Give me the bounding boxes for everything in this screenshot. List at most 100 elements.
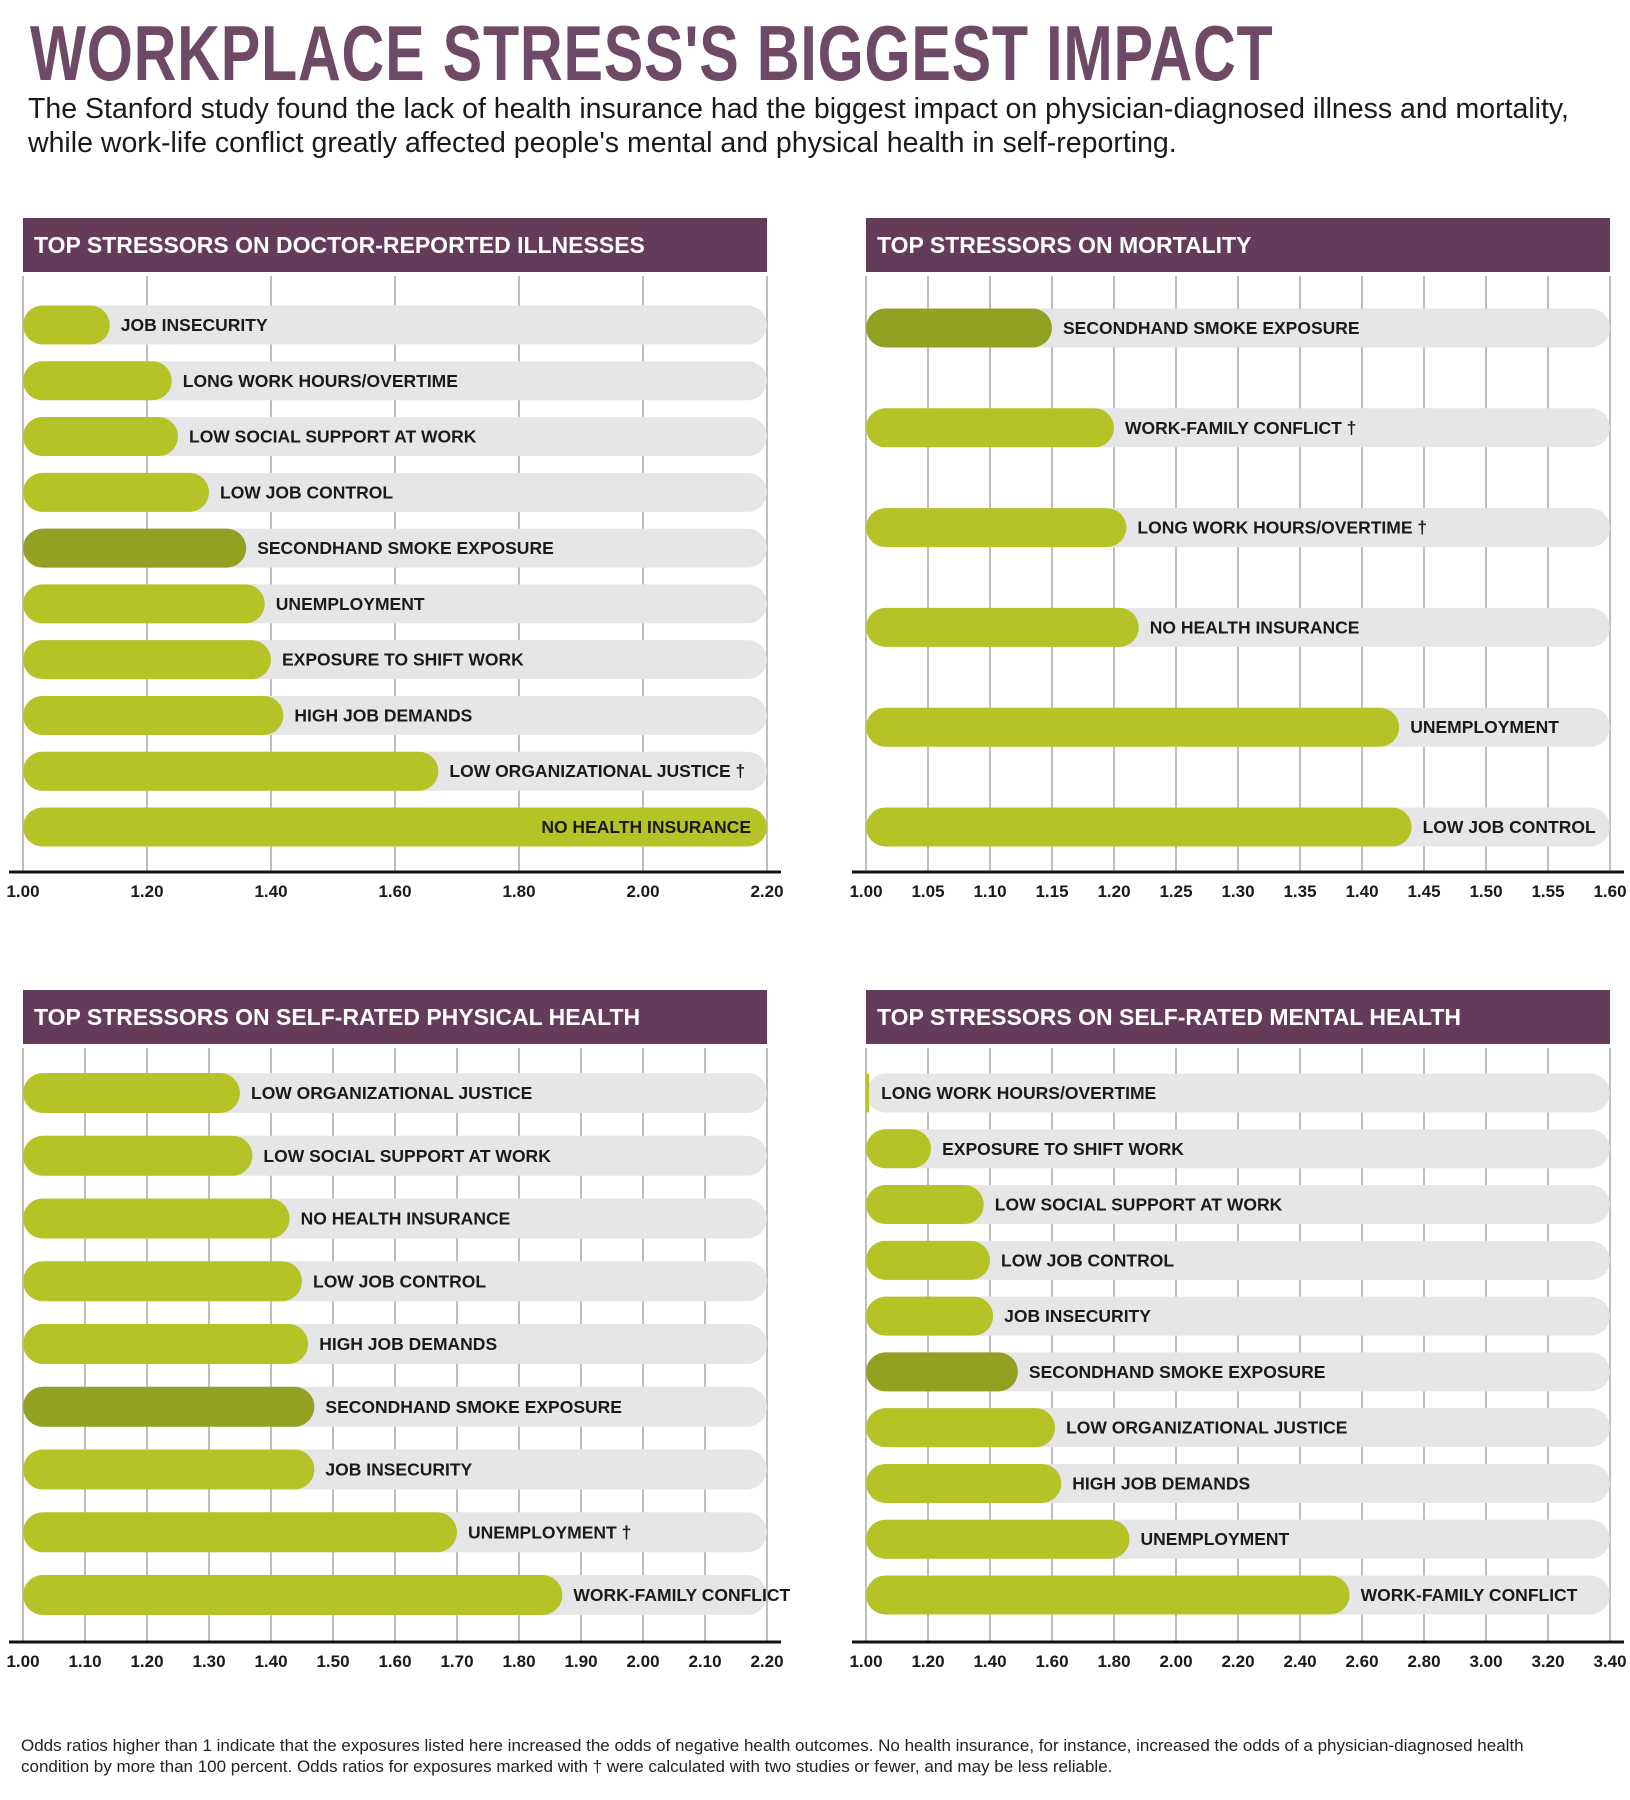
bar-label: LONG WORK HOURS/OVERTIME [183, 371, 458, 391]
bar-label: SECONDHAND SMOKE EXPOSURE [257, 538, 554, 558]
x-tick-label: 3.00 [1469, 1652, 1502, 1671]
x-tick-label: 1.40 [254, 882, 287, 901]
bar [23, 807, 767, 847]
bar [23, 417, 178, 457]
bar [866, 1185, 984, 1225]
bar-track [23, 417, 767, 457]
x-tick-label: 3.20 [1531, 1652, 1564, 1671]
bar-label: LOW ORGANIZATIONAL JUSTICE † [449, 761, 745, 781]
bar [866, 408, 1114, 448]
chart-title-physical-health: TOP STRESSORS ON SELF-RATED PHYSICAL HEA… [23, 990, 767, 1044]
bar-label: WORK-FAMILY CONFLICT [1361, 1585, 1578, 1605]
bar [23, 361, 172, 401]
x-tick-label: 1.90 [564, 1652, 597, 1671]
bar [23, 1324, 309, 1364]
bar [23, 640, 271, 680]
x-tick-label: 2.20 [750, 882, 783, 901]
bar-label: HIGH JOB DEMANDS [1072, 1473, 1250, 1493]
x-tick-label: 1.50 [1469, 882, 1502, 901]
bar-label: SECONDHAND SMOKE EXPOSURE [1029, 1362, 1326, 1382]
x-tick-label: 1.00 [849, 882, 882, 901]
x-tick-label: 1.80 [502, 1652, 535, 1671]
bar-label: NO HEALTH INSURANCE [541, 817, 751, 837]
bar-label: SECONDHAND SMOKE EXPOSURE [1063, 318, 1360, 338]
x-tick-label: 1.80 [502, 882, 535, 901]
bar [23, 305, 110, 345]
bar-label: EXPOSURE TO SHIFT WORK [942, 1139, 1184, 1159]
bar [23, 1073, 240, 1113]
x-tick-label: 1.40 [1345, 882, 1378, 901]
page-title: WORKPLACE STRESS'S BIGGEST IMPACT [30, 9, 1274, 97]
bar-label: UNEMPLOYMENT [276, 594, 425, 614]
x-tick-label: 2.80 [1407, 1652, 1440, 1671]
bar [866, 607, 1139, 647]
bar-label: WORK-FAMILY CONFLICT [573, 1585, 790, 1605]
bar [23, 1198, 290, 1239]
bar [23, 584, 265, 624]
bar [866, 1519, 1130, 1559]
x-tick-label: 2.00 [626, 882, 659, 901]
x-tick-label: 1.50 [316, 1652, 349, 1671]
bar-track [23, 361, 767, 401]
bar-label: LOW JOB CONTROL [313, 1271, 486, 1291]
x-tick-label: 1.30 [192, 1652, 225, 1671]
x-tick-label: 1.15 [1035, 882, 1068, 901]
bar-track [866, 1185, 1610, 1225]
bar [866, 508, 1127, 548]
x-tick-label: 2.00 [1159, 1652, 1192, 1671]
bar-label: LOW JOB CONTROL [1423, 817, 1596, 837]
x-tick-label: 2.40 [1283, 1652, 1316, 1671]
bar [866, 1129, 932, 1169]
bar-label: JOB INSECURITY [121, 315, 268, 335]
bar [866, 1463, 1062, 1503]
x-tick-label: 1.10 [68, 1652, 101, 1671]
x-tick-label: 1.60 [378, 882, 411, 901]
x-tick-label: 1.20 [911, 1652, 944, 1671]
bar-label: LOW SOCIAL SUPPORT AT WORK [189, 427, 477, 447]
bar [866, 807, 1412, 847]
bar-track [866, 1073, 1610, 1113]
bar-label: UNEMPLOYMENT [1410, 717, 1559, 737]
x-tick-label: 1.00 [6, 1652, 39, 1671]
bar-label: UNEMPLOYMENT † [468, 1522, 631, 1542]
x-tick-label: 1.60 [378, 1652, 411, 1671]
x-tick-label: 1.70 [440, 1652, 473, 1671]
bar-label: UNEMPLOYMENT [1141, 1529, 1290, 1549]
x-tick-label: 1.20 [1097, 882, 1130, 901]
bar [23, 695, 284, 735]
bar-label: EXPOSURE TO SHIFT WORK [282, 650, 524, 670]
bar-label: LOW SOCIAL SUPPORT AT WORK [995, 1195, 1283, 1215]
footnote: Odds ratios higher than 1 indicate that … [21, 1736, 1524, 1776]
bar [866, 1296, 994, 1336]
bar [23, 528, 247, 568]
x-tick-label: 1.40 [254, 1652, 287, 1671]
x-tick-label: 1.25 [1159, 882, 1192, 901]
bar-label: WORK-FAMILY CONFLICT † [1125, 418, 1356, 438]
bar [23, 1449, 315, 1490]
bar [866, 1073, 870, 1113]
bar [23, 1261, 302, 1302]
bar-label: LOW ORGANIZATIONAL JUSTICE [1066, 1418, 1347, 1438]
bar [23, 472, 209, 512]
x-tick-label: 1.60 [1035, 1652, 1068, 1671]
bar [866, 1575, 1350, 1615]
x-tick-label: 1.45 [1407, 882, 1440, 901]
bar-label: HIGH JOB DEMANDS [294, 705, 472, 725]
bar [23, 1512, 457, 1553]
bar-label: JOB INSECURITY [1004, 1306, 1151, 1326]
bar-track [866, 1352, 1610, 1392]
x-tick-label: 2.60 [1345, 1652, 1378, 1671]
bar [866, 1408, 1056, 1448]
bar-label: LOW JOB CONTROL [1001, 1250, 1174, 1270]
bar [866, 308, 1052, 348]
bar-track [866, 308, 1610, 348]
bar-label: JOB INSECURITY [325, 1460, 472, 1480]
bar-label: HIGH JOB DEMANDS [319, 1334, 497, 1354]
bar [23, 1386, 315, 1427]
x-tick-label: 1.00 [849, 1652, 882, 1671]
x-tick-label: 1.35 [1283, 882, 1316, 901]
bar-track [866, 1129, 1610, 1169]
x-tick-label: 1.30 [1221, 882, 1254, 901]
bar-track [23, 305, 767, 345]
